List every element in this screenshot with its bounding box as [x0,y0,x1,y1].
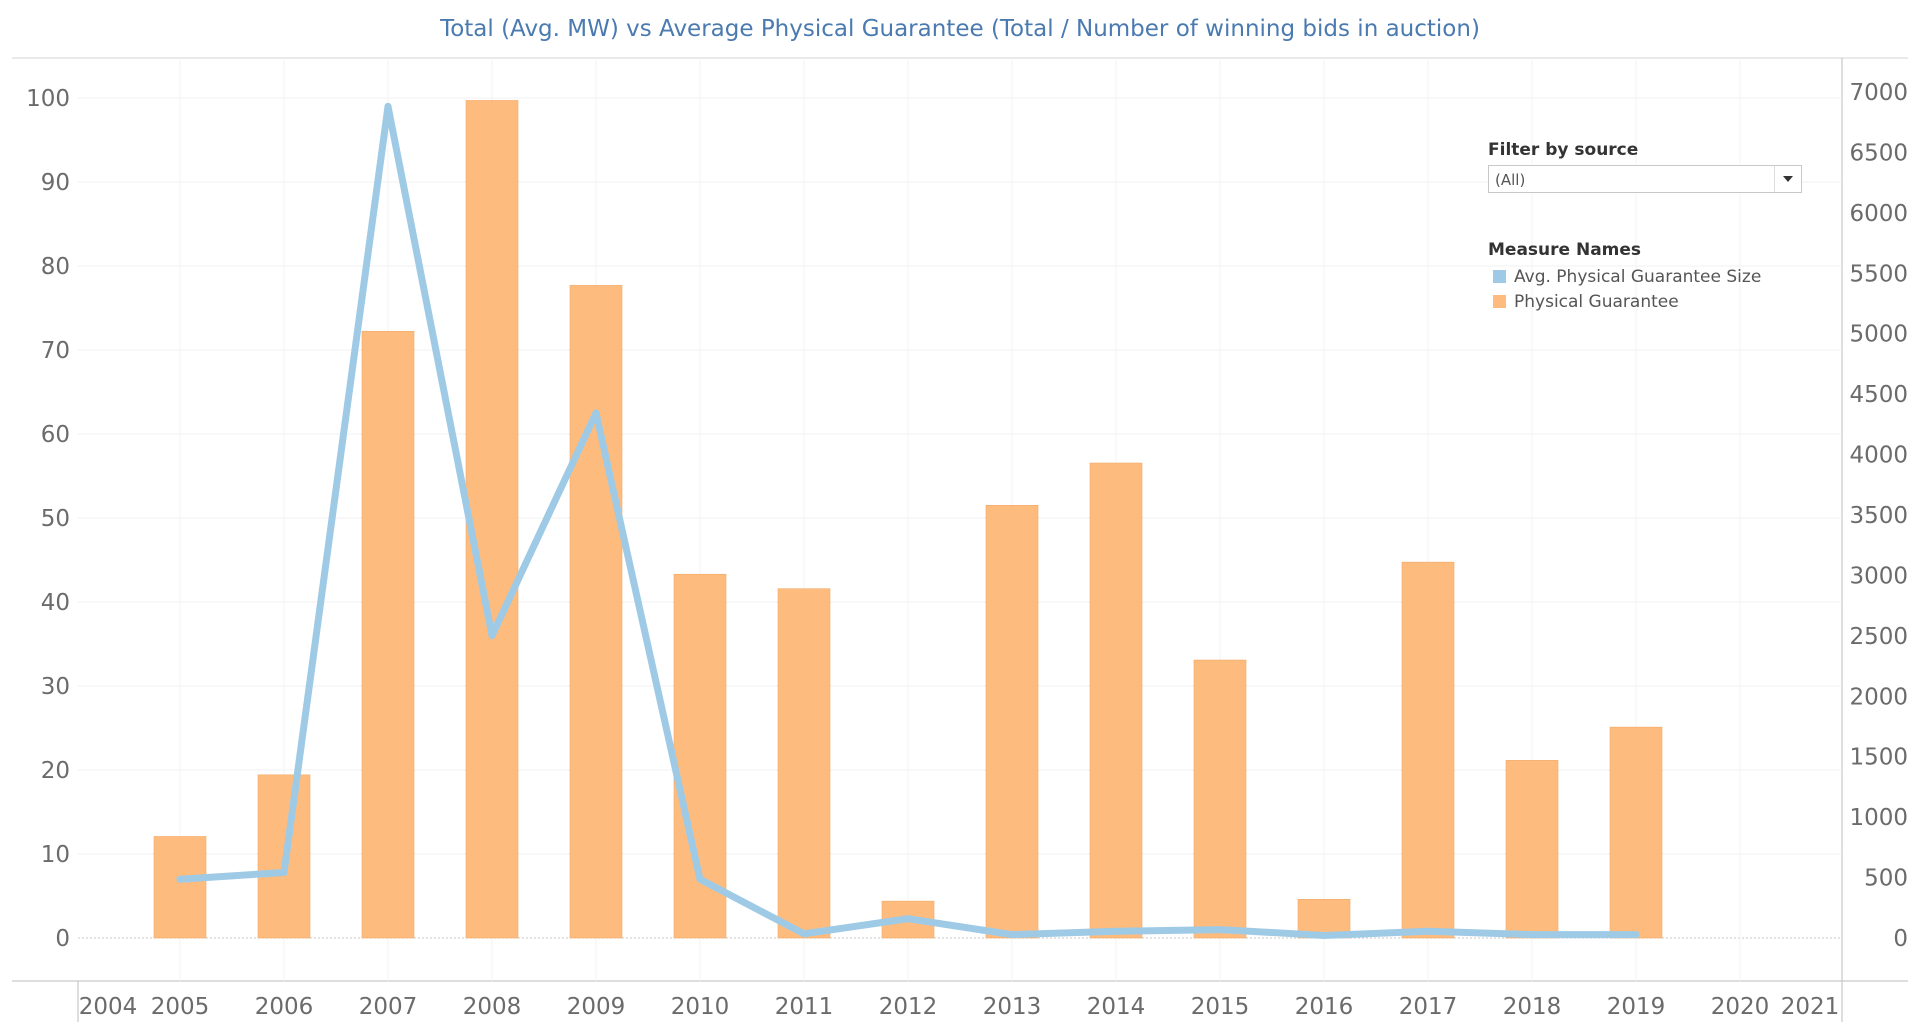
bar-physical-guarantee[interactable] [1609,726,1663,939]
bar-physical-guarantee[interactable] [777,588,831,939]
point-avg-physical-guarantee-size[interactable] [696,875,704,883]
bar-physical-guarantee[interactable] [1193,659,1247,939]
legend-swatch-orange [1493,295,1506,308]
y-right-tick-label: 2500 [1849,624,1908,650]
x-tick-label: 2012 [879,994,938,1020]
bar-layer [153,100,1663,939]
x-tick-label: 2009 [567,994,626,1020]
y-right-tick-label: 6000 [1849,201,1908,227]
point-avg-physical-guarantee-size[interactable] [1632,931,1640,939]
bar-physical-guarantee[interactable] [1089,462,1143,939]
source-filter-dropdown[interactable]: (All) [1488,165,1802,193]
point-avg-physical-guarantee-size[interactable] [1320,931,1328,939]
bar-physical-guarantee[interactable] [361,330,415,939]
legend-item-avg-physical-guarantee-size[interactable]: Avg. Physical Guarantee Size [1488,264,1761,289]
y-right-tick-label: 2000 [1849,684,1908,710]
y-left-tick-label: 40 [41,590,70,616]
x-tick-label: 2010 [671,994,730,1020]
y-right-tick-label: 6500 [1849,140,1908,166]
axis-layer: 0102030405060708090100050010001500200025… [26,80,1908,1020]
x-tick-label: 2021 [1781,994,1840,1020]
filter-selected-value: (All) [1495,171,1526,189]
legend: Measure Names Avg. Physical Guarantee Si… [1488,240,1761,314]
x-tick-label: 2013 [983,994,1042,1020]
y-left-tick-label: 60 [41,422,70,448]
x-tick-label: 2011 [775,994,834,1020]
x-tick-label: 2006 [255,994,314,1020]
legend-item-physical-guarantee[interactable]: Physical Guarantee [1488,289,1761,314]
y-left-tick-label: 90 [41,170,70,196]
x-tick-label: 2019 [1607,994,1666,1020]
legend-label: Avg. Physical Guarantee Size [1514,266,1762,287]
dropdown-button[interactable] [1774,166,1801,192]
x-tick-label: 2005 [151,994,210,1020]
x-tick-label: 2007 [359,994,418,1020]
y-right-tick-label: 5000 [1849,322,1908,348]
y-left-tick-label: 80 [41,254,70,280]
bar-physical-guarantee[interactable] [985,505,1039,939]
point-avg-physical-guarantee-size[interactable] [1008,931,1016,939]
y-right-tick-label: 3500 [1849,503,1908,529]
x-tick-label: 2020 [1711,994,1770,1020]
y-right-tick-label: 5500 [1849,261,1908,287]
x-tick-label: 2004 [79,994,138,1020]
x-tick-label: 2008 [463,994,522,1020]
bar-physical-guarantee[interactable] [1401,561,1455,939]
point-avg-physical-guarantee-size[interactable] [1528,931,1536,939]
point-avg-physical-guarantee-size[interactable] [904,915,912,923]
y-right-tick-label: 3000 [1849,563,1908,589]
x-tick-label: 2015 [1191,994,1250,1020]
point-avg-physical-guarantee-size[interactable] [1216,926,1224,934]
x-tick-label: 2017 [1399,994,1458,1020]
filter-label: Filter by source [1488,140,1639,160]
point-avg-physical-guarantee-size[interactable] [1424,927,1432,935]
y-left-tick-label: 70 [41,338,70,364]
x-tick-label: 2016 [1295,994,1354,1020]
x-tick-label: 2014 [1087,994,1146,1020]
y-right-tick-label: 0 [1893,926,1908,952]
legend-label: Physical Guarantee [1514,291,1679,312]
point-avg-physical-guarantee-size[interactable] [384,102,392,110]
y-right-tick-label: 1000 [1849,805,1908,831]
y-left-tick-label: 0 [55,926,70,952]
y-right-tick-label: 4500 [1849,382,1908,408]
chevron-down-icon [1783,176,1793,182]
y-left-tick-label: 10 [41,842,70,868]
chart-title: Total (Avg. MW) vs Average Physical Guar… [440,16,1480,42]
y-right-tick-label: 500 [1864,866,1908,892]
legend-title: Measure Names [1488,240,1642,260]
point-avg-physical-guarantee-size[interactable] [592,409,600,417]
line-layer [176,102,1640,939]
point-avg-physical-guarantee-size[interactable] [800,930,808,938]
point-avg-physical-guarantee-size[interactable] [1112,927,1120,935]
y-left-tick-label: 100 [26,86,70,112]
bar-physical-guarantee[interactable] [673,573,727,939]
legend-swatch-blue [1493,270,1506,283]
point-avg-physical-guarantee-size[interactable] [488,632,496,640]
bar-physical-guarantee[interactable] [153,836,207,939]
y-left-tick-label: 30 [41,674,70,700]
bar-physical-guarantee[interactable] [465,100,519,939]
y-right-tick-label: 4000 [1849,443,1908,469]
y-right-tick-label: 1500 [1849,745,1908,771]
filter-panel: Filter by source (All) [1488,140,1808,193]
y-left-tick-label: 50 [41,506,70,532]
y-right-tick-label: 7000 [1849,80,1908,106]
x-tick-label: 2018 [1503,994,1562,1020]
bar-physical-guarantee[interactable] [569,285,623,939]
bar-physical-guarantee[interactable] [1505,760,1559,939]
point-avg-physical-guarantee-size[interactable] [176,875,184,883]
y-left-tick-label: 20 [41,758,70,784]
point-avg-physical-guarantee-size[interactable] [280,868,288,876]
